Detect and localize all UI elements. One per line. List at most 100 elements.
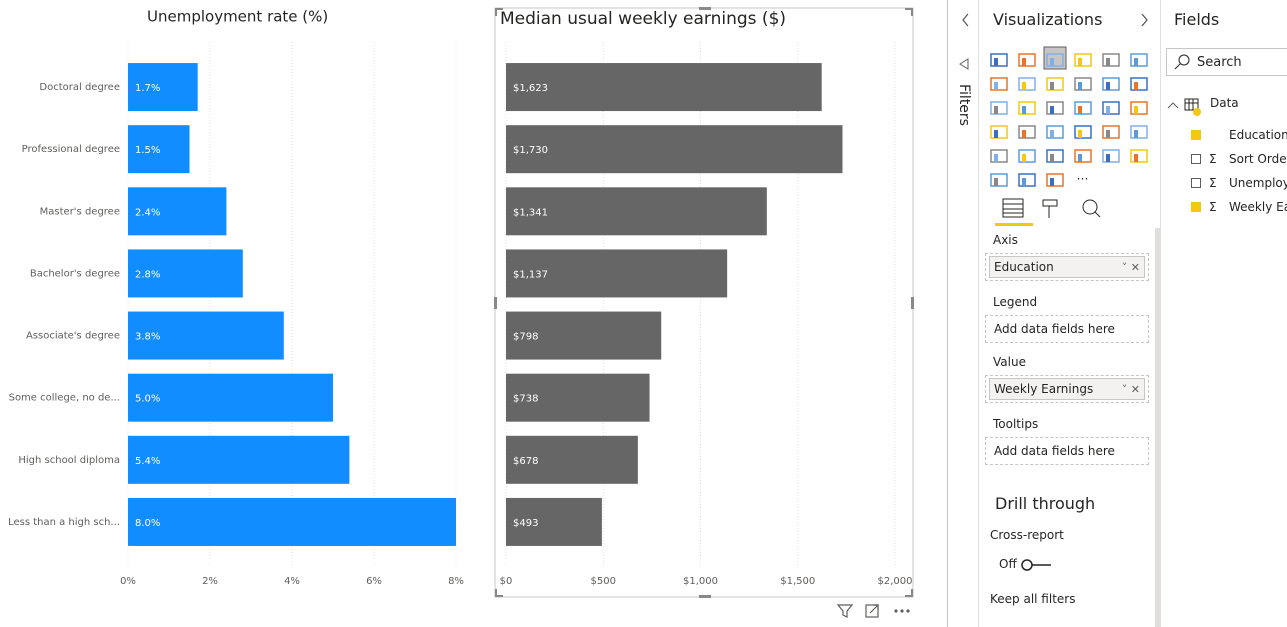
data-label: $1,137 <box>513 269 548 280</box>
bar[interactable] <box>128 497 456 546</box>
visual-icon[interactable] <box>1074 149 1092 163</box>
visual-icon[interactable] <box>1074 125 1092 139</box>
visual-icon-fill <box>1022 178 1026 186</box>
visual-icon[interactable] <box>1018 101 1036 115</box>
field-controls[interactable]: ˅ ✕ <box>1121 382 1140 396</box>
bar[interactable] <box>506 373 650 422</box>
bar[interactable] <box>506 187 767 236</box>
visual-icon[interactable] <box>990 53 1008 67</box>
bar[interactable] <box>506 435 638 484</box>
bar[interactable] <box>128 435 350 484</box>
data-label: $493 <box>513 518 538 529</box>
visual-icon[interactable] <box>990 173 1008 187</box>
checkbox[interactable] <box>1191 178 1201 188</box>
visual-icon[interactable] <box>990 149 1008 163</box>
filters-label[interactable]: Filters <box>956 84 972 126</box>
checkbox[interactable] <box>1191 154 1201 164</box>
visual-icon[interactable] <box>990 77 1008 91</box>
well-box[interactable]: Weekly Earnings ˅ ✕ <box>985 375 1149 403</box>
resize-handles <box>494 7 914 598</box>
bar[interactable] <box>506 311 662 360</box>
checkbox[interactable] <box>1191 202 1201 212</box>
visual-icon[interactable] <box>1018 173 1036 187</box>
measure-icon: Σ <box>1209 152 1217 166</box>
selected-visual[interactable] <box>1043 46 1067 70</box>
visual-icon[interactable] <box>1046 173 1064 187</box>
visual-icon[interactable] <box>1018 149 1036 163</box>
more-visuals[interactable]: … <box>1077 169 1090 183</box>
bar[interactable] <box>506 249 728 298</box>
visual-icon[interactable] <box>1046 53 1064 67</box>
visual-icon[interactable] <box>1102 101 1120 115</box>
bar[interactable] <box>506 497 602 546</box>
data-label: 1.5% <box>135 145 160 156</box>
well-box[interactable]: Add data fields here <box>985 437 1149 465</box>
x-tick-label: 2% <box>202 576 218 587</box>
field-controls[interactable]: ˅ ✕ <box>1121 260 1140 274</box>
data-label: 2.4% <box>135 207 160 218</box>
pane-title: Fields <box>1174 10 1220 29</box>
field-row[interactable]: Σ Sort Order <box>1191 149 1287 169</box>
visual-icon[interactable] <box>1046 77 1064 91</box>
scrollbar[interactable] <box>1155 228 1161 627</box>
visual-icon-fill <box>994 154 998 162</box>
visual-icon[interactable] <box>1018 53 1036 67</box>
visual-icon[interactable] <box>990 101 1008 115</box>
visual-icon-fill <box>1106 130 1110 138</box>
table-name[interactable]: Data <box>1210 96 1239 110</box>
visual-icon[interactable] <box>1046 125 1064 139</box>
visual-icon-fill <box>1050 154 1054 162</box>
x-tick-label: $0 <box>500 576 513 587</box>
visual-icon[interactable] <box>1102 77 1120 91</box>
visual-icon[interactable] <box>1102 125 1120 139</box>
y-tick-label: Master's degree <box>40 206 120 217</box>
bar[interactable] <box>128 63 198 112</box>
field-name: Sort Order <box>1229 152 1287 166</box>
field-name: Weekly Earnings <box>1229 200 1287 214</box>
x-tick-label: 4% <box>284 576 300 587</box>
visual-header-icons[interactable] <box>836 604 910 618</box>
field-name: Unemployment <box>1229 176 1287 190</box>
visual-icon[interactable] <box>1130 101 1148 115</box>
bar[interactable] <box>128 249 243 298</box>
bar[interactable] <box>128 311 284 360</box>
visual-icon[interactable] <box>1018 125 1036 139</box>
visual-icon-fill <box>1134 58 1138 66</box>
visual-icon[interactable] <box>1074 77 1092 91</box>
visual-icon[interactable] <box>1102 53 1120 67</box>
visual-icon[interactable] <box>1018 77 1036 91</box>
format-tabs[interactable] <box>1002 198 1101 218</box>
search-box[interactable]: Search <box>1166 48 1287 76</box>
visual-icon[interactable] <box>990 125 1008 139</box>
bar[interactable] <box>128 125 190 174</box>
well-box[interactable]: Education ˅ ✕ <box>985 253 1149 281</box>
field-row[interactable]: Education <box>1191 125 1287 145</box>
field-row[interactable]: Σ Weekly Earnings <box>1191 197 1287 217</box>
visual-icon[interactable] <box>1046 101 1064 115</box>
bar[interactable] <box>128 373 333 422</box>
toggle[interactable] <box>1019 558 1059 572</box>
checkbox[interactable] <box>1191 130 1201 140</box>
x-tick-label: $1,500 <box>780 576 815 587</box>
visual-icon-fill <box>1078 82 1082 90</box>
filters-pane[interactable]: Filters <box>947 0 979 627</box>
visual-icon[interactable] <box>1074 101 1092 115</box>
y-tick-label: Professional degree <box>22 144 120 155</box>
visual-icon-fill <box>1050 106 1054 114</box>
visual-icon[interactable] <box>1130 125 1148 139</box>
visual-icon[interactable] <box>1102 149 1120 163</box>
x-tick-label: $500 <box>591 576 616 587</box>
y-tick-label: High school diploma <box>18 455 120 466</box>
visual-icon[interactable] <box>1130 149 1148 163</box>
bar[interactable] <box>506 125 843 174</box>
visual-icon[interactable] <box>1130 77 1148 91</box>
visual-icon[interactable] <box>1130 53 1148 67</box>
well-field[interactable]: Weekly Earnings ˅ ✕ <box>989 378 1145 400</box>
bar[interactable] <box>506 63 822 112</box>
visual-icon[interactable] <box>1046 149 1064 163</box>
field-row[interactable]: Σ Unemployment <box>1191 173 1287 193</box>
well-box[interactable]: Add data fields here <box>985 315 1149 343</box>
bar[interactable] <box>128 187 227 236</box>
well-field[interactable]: Education ˅ ✕ <box>989 256 1145 278</box>
visual-icon[interactable] <box>1074 53 1092 67</box>
